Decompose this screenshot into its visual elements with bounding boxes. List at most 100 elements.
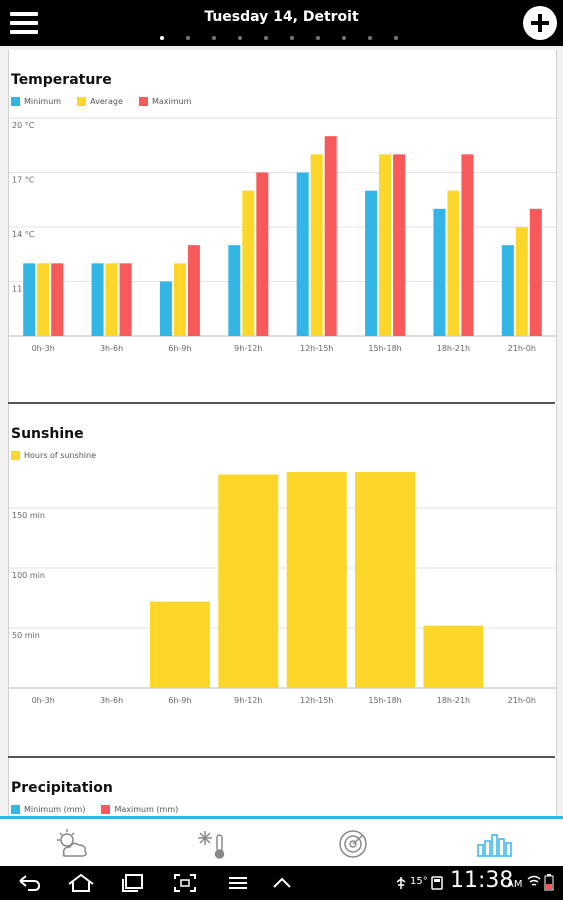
sunshine-chart: 50 min 100 min 150 min 0h-3h 3h-6h 6h-9h 9h-12… — [9, 472, 556, 705]
page-dot — [394, 36, 398, 40]
legend-swatch-precip-min — [11, 805, 20, 814]
y-tick-label: 20 °C — [12, 121, 35, 130]
page-indicator — [160, 36, 420, 42]
divider — [8, 756, 555, 758]
menu-icon-bar — [10, 30, 38, 34]
legend-minimum: Minimum — [24, 97, 62, 106]
bar-maximum — [324, 136, 337, 336]
bar-average — [310, 154, 323, 336]
battery-icon — [544, 874, 554, 891]
action-bar: Tuesday 14, Detroit — [0, 0, 563, 46]
bar-minimum — [501, 245, 514, 336]
x-tick-label: 9h-12h — [234, 344, 262, 353]
x-tick-label: 0h-3h — [32, 344, 55, 353]
legend-precip-min: Minimum (mm) — [24, 805, 86, 814]
bar-minimum — [228, 245, 241, 336]
tab-forecast[interactable] — [52, 825, 92, 863]
recent-apps-icon[interactable] — [120, 872, 146, 894]
y-tick-label: 150 min — [12, 511, 45, 520]
x-tick-label: 6h-9h — [168, 696, 191, 705]
radar-icon — [339, 830, 367, 858]
legend-precip-max: Maximum (mm) — [114, 805, 179, 814]
temperature-chart: 11 °C14 °C17 °C20 °C0h-3h 3h-6h 6h-9h 9h-12… — [9, 117, 556, 353]
bar-average — [447, 190, 460, 336]
sunshine-legend: Hours of sunshine — [11, 451, 112, 460]
x-tick-label: 15h-18h — [368, 696, 401, 705]
tab-radar[interactable] — [333, 825, 373, 863]
bar-minimum — [91, 263, 104, 336]
menu-icon — [10, 12, 38, 16]
bar-average — [173, 263, 186, 336]
x-tick-label: 3h-6h — [100, 344, 123, 353]
add-button[interactable] — [523, 6, 557, 40]
bar-hours-of-sunshine — [149, 601, 210, 688]
status-temperature: 15° — [410, 876, 428, 887]
bar-minimum — [365, 190, 378, 336]
snow-thermometer-icon — [198, 831, 225, 859]
menu-icon-bar — [10, 21, 38, 25]
bar-maximum — [256, 172, 269, 336]
legend-maximum: Maximum — [151, 97, 192, 106]
sunshine-card: Sunshine Hours of sunshine 50 min 100 min… — [8, 404, 557, 756]
page-dot — [290, 36, 294, 40]
temperature-title: Temperature — [11, 72, 112, 88]
bar-maximum — [187, 245, 200, 336]
bar-maximum — [51, 263, 64, 336]
overflow-menu-icon[interactable] — [226, 872, 250, 894]
home-icon[interactable] — [66, 872, 96, 894]
legend-average: Average — [90, 97, 123, 106]
page-dot — [264, 36, 268, 40]
x-tick-label: 18h-21h — [437, 696, 470, 705]
sunshine-title: Sunshine — [11, 426, 84, 442]
bar-average — [105, 263, 118, 336]
weather-icon — [57, 829, 87, 857]
status-clock: 11:38 — [450, 868, 514, 893]
legend-swatch-minimum — [11, 97, 20, 106]
x-tick-label: 18h-21h — [437, 344, 470, 353]
status-ampm: AM — [507, 879, 523, 890]
chevron-up-icon[interactable] — [270, 872, 294, 894]
legend-swatch-sunshine — [11, 451, 20, 460]
page-title: Tuesday 14, Detroit — [204, 9, 359, 25]
bottom-navigation — [0, 816, 563, 869]
bar-average — [379, 154, 392, 336]
x-tick-label: 12h-15h — [300, 696, 333, 705]
page-dot — [342, 36, 346, 40]
bar-maximum — [393, 154, 406, 336]
x-tick-label: 3h-6h — [100, 696, 123, 705]
notification-icon — [431, 876, 443, 890]
screenshot-icon[interactable] — [172, 872, 198, 894]
precipitation-card: Precipitation Minimum (mm) Maximum (mm) — [8, 758, 557, 816]
y-tick-label: 14 °C — [12, 230, 35, 239]
bar-hours-of-sunshine — [423, 625, 484, 688]
bar-minimum — [23, 263, 36, 336]
bar-average — [515, 227, 528, 336]
wifi-icon — [527, 875, 541, 886]
tab-charts[interactable] — [474, 825, 514, 863]
x-tick-label: 21h-0h — [508, 344, 536, 353]
page-dot — [316, 36, 320, 40]
bar-chart-icon — [477, 834, 512, 857]
bar-hours-of-sunshine — [218, 474, 279, 688]
back-icon[interactable] — [16, 872, 42, 894]
divider — [8, 402, 555, 404]
y-tick-label: 17 °C — [12, 176, 35, 185]
legend-swatch-precip-max — [101, 805, 111, 814]
menu-button[interactable] — [8, 9, 40, 37]
page-dot — [238, 36, 242, 40]
x-tick-label: 9h-12h — [234, 696, 262, 705]
x-tick-label: 15h-18h — [368, 344, 401, 353]
tab-conditions[interactable] — [193, 825, 233, 863]
legend-sunshine: Hours of sunshine — [24, 451, 96, 460]
bar-maximum — [461, 154, 474, 336]
bar-hours-of-sunshine — [355, 472, 416, 688]
page-dot — [368, 36, 372, 40]
page-dot — [186, 36, 190, 40]
precipitation-legend: Minimum (mm) Maximum (mm) — [11, 805, 194, 814]
page-dot — [160, 36, 164, 40]
bar-minimum — [433, 208, 446, 336]
y-tick-label: 50 min — [12, 631, 40, 640]
legend-swatch-maximum — [138, 97, 148, 106]
content-area[interactable]: Temperature Minimum Average Maximum 11 °… — [0, 46, 563, 816]
bar-minimum — [296, 172, 309, 336]
